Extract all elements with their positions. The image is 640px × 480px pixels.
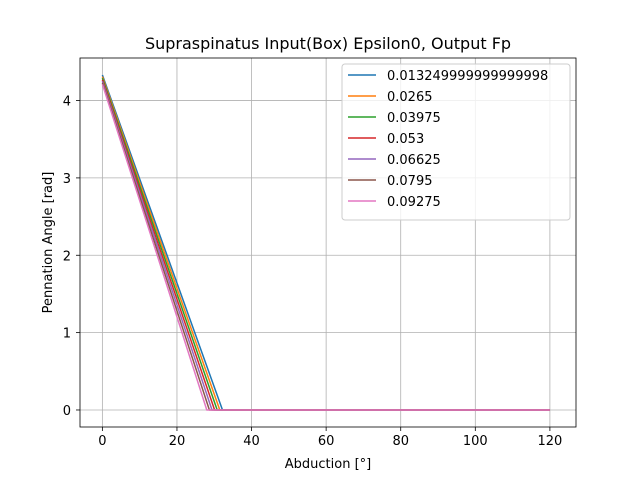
- legend-box: [341, 63, 571, 221]
- y-axis-label: Pennation Angle [rad]: [41, 172, 56, 314]
- y-tick-label: 3: [63, 172, 71, 187]
- legend-entry: 0.053: [387, 132, 424, 147]
- legend-entry: 0.06625: [387, 153, 441, 168]
- x-tick-label: 120: [537, 434, 562, 449]
- legend: 0.013249999999999998 0.0265 0.03975 0.053 0.…: [341, 63, 571, 221]
- legend-entry: 0.03975: [387, 111, 441, 126]
- legend-entry: 0.0795: [387, 174, 433, 189]
- plot-lines: [101, 74, 550, 411]
- y-tick-label: 1: [63, 327, 71, 342]
- x-tick-label: 40: [243, 434, 260, 449]
- x-tick-label: 0: [98, 434, 106, 449]
- x-tick-label: 80: [392, 434, 409, 449]
- legend-entry: 0.09275: [387, 195, 441, 210]
- x-tick-label: 20: [169, 434, 186, 449]
- y-tick-label: 0: [63, 404, 71, 419]
- x-tick-label: 100: [463, 434, 488, 449]
- chart-title: Supraspinatus Input(Box) Epsilon0, Outpu…: [145, 34, 511, 53]
- y-tick-label: 2: [63, 249, 71, 264]
- axis-ticks: 0 20 40 60 80 100 120 0 1 2 3 4: [63, 95, 563, 449]
- x-axis-label: Abduction [°]: [285, 457, 371, 472]
- legend-entry: 0.013249999999999998: [387, 69, 548, 84]
- plot-frame: [79, 57, 577, 428]
- x-tick-label: 60: [318, 434, 335, 449]
- legend-entry: 0.0265: [387, 90, 433, 105]
- series-line: [101, 84, 550, 411]
- y-tick-label: 4: [63, 95, 71, 110]
